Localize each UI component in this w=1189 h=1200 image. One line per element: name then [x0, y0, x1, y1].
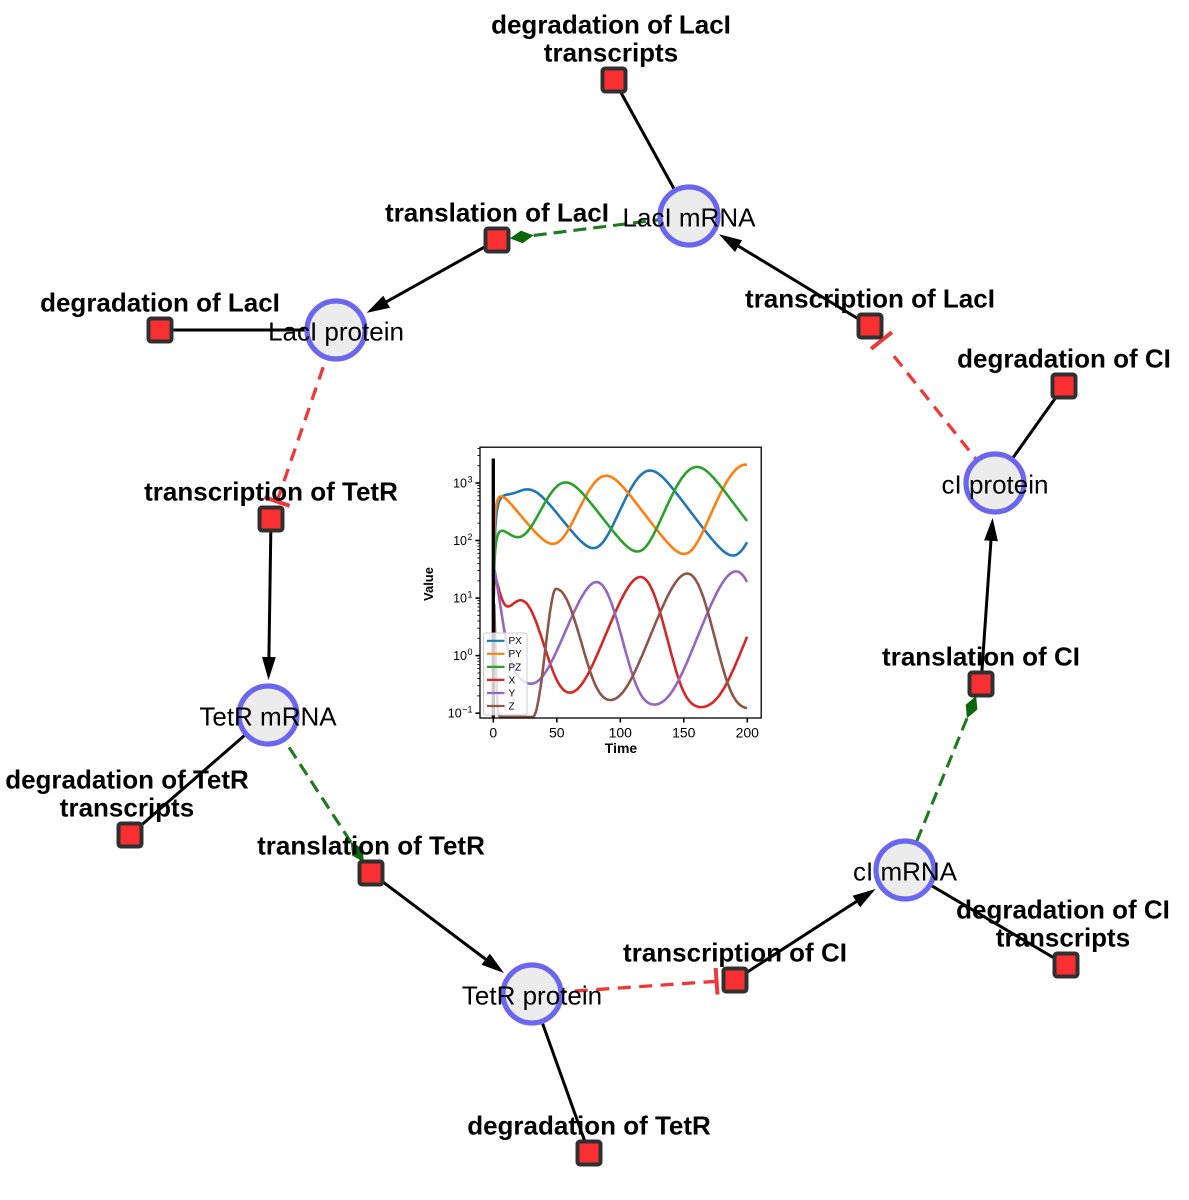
svg-text:10: 10: [448, 707, 462, 721]
svg-text:degradation of CI: degradation of CI: [957, 344, 1171, 374]
svg-text:transcription of CI: transcription of CI: [623, 938, 847, 968]
svg-text:transcription of LacI: transcription of LacI: [745, 284, 995, 314]
svg-text:0: 0: [489, 725, 497, 741]
svg-text:10: 10: [453, 592, 467, 606]
svg-text:transcripts: transcripts: [60, 793, 194, 823]
svg-text:1: 1: [468, 590, 473, 600]
svg-text:TetR protein: TetR protein: [462, 981, 602, 1011]
svg-text:Value: Value: [421, 567, 436, 601]
svg-text:degradation of TetR: degradation of TetR: [5, 765, 249, 795]
svg-text:translation of TetR: translation of TetR: [257, 831, 485, 861]
svg-text:X: X: [509, 675, 516, 686]
svg-text:degradation of CI: degradation of CI: [956, 895, 1170, 925]
svg-text:cI protein: cI protein: [942, 470, 1049, 500]
svg-text:200: 200: [736, 725, 760, 741]
svg-text:translation of CI: translation of CI: [882, 642, 1080, 672]
svg-text:10: 10: [453, 534, 467, 548]
svg-text:−1: −1: [462, 705, 472, 715]
svg-text:150: 150: [672, 725, 696, 741]
svg-text:translation of LacI: translation of LacI: [385, 198, 609, 228]
svg-text:Z: Z: [509, 701, 515, 712]
svg-text:LacI protein: LacI protein: [268, 317, 404, 347]
svg-text:PZ: PZ: [509, 662, 522, 673]
svg-text:PY: PY: [509, 649, 523, 660]
svg-text:PX: PX: [509, 636, 523, 647]
svg-text:transcription of TetR: transcription of TetR: [144, 477, 398, 507]
svg-text:degradation of LacI: degradation of LacI: [40, 288, 280, 318]
svg-text:100: 100: [609, 725, 633, 741]
svg-text:TetR mRNA: TetR mRNA: [199, 702, 337, 732]
svg-text:10: 10: [453, 477, 467, 491]
svg-text:10: 10: [453, 649, 467, 663]
svg-text:Time: Time: [605, 740, 638, 756]
svg-text:2: 2: [468, 532, 473, 542]
svg-text:0: 0: [468, 647, 473, 657]
svg-text:transcripts: transcripts: [996, 923, 1130, 953]
svg-text:3: 3: [468, 475, 473, 485]
svg-text:Y: Y: [509, 688, 516, 699]
svg-text:50: 50: [549, 725, 565, 741]
svg-text:cI mRNA: cI mRNA: [853, 857, 958, 887]
svg-text:degradation of LacI: degradation of LacI: [491, 10, 731, 40]
svg-text:transcripts: transcripts: [544, 38, 678, 68]
svg-text:degradation of TetR: degradation of TetR: [467, 1111, 711, 1141]
svg-text:LacI mRNA: LacI mRNA: [623, 203, 757, 233]
